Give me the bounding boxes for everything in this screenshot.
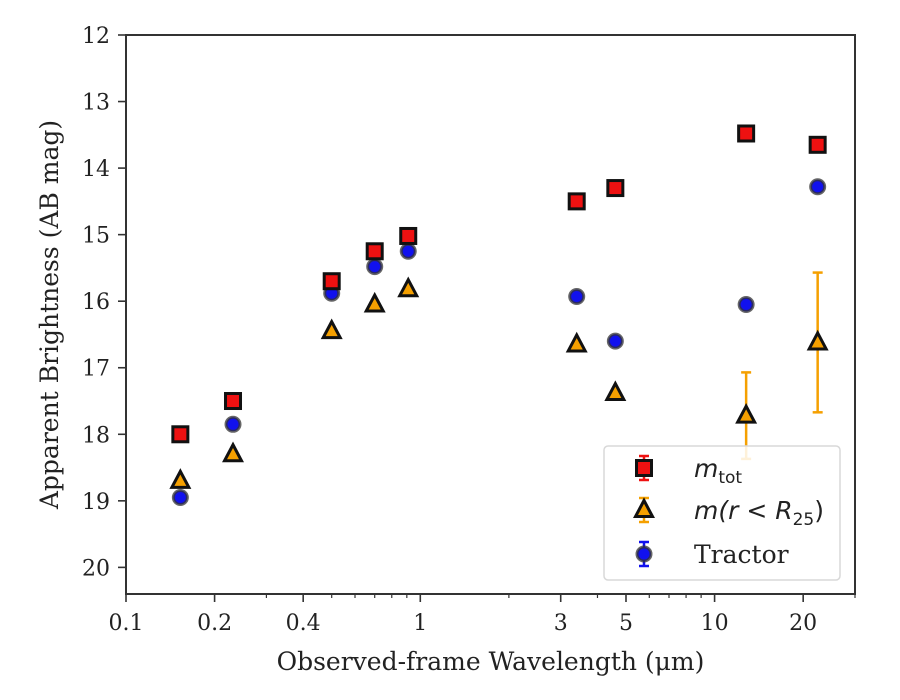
data-point-square [365,242,384,261]
data-point-square [567,192,586,211]
data-point-triangle [363,291,386,313]
legend-marker-triangle [633,497,655,518]
y-tick-label: 20 [82,556,110,581]
legend-entry: m(r < R25) [633,496,824,530]
legend-marker-circle [635,545,653,563]
data-point-square [808,135,827,154]
data-point-square [171,425,190,444]
legend-marker-square [635,459,653,477]
x-axis-ticks: 0.1 0.2 0.4 1 3 5 10 20 [109,594,856,636]
data-point-square [322,272,341,291]
y-tick-label: 15 [82,224,110,249]
data-point-triangle [604,380,627,402]
y-tick-label: 17 [82,357,110,382]
series-triangle [169,271,829,489]
series-square [171,124,827,444]
x-tick-label: 1 [413,611,427,636]
data-point-circle [737,296,755,314]
y-axis-label: Apparent Brightness (AB mag) [35,120,64,510]
data-point-triangle [222,441,245,463]
plot-frame [125,34,856,595]
data-point-square [606,179,625,198]
plot-marks [169,124,829,507]
data-point-triangle [806,329,829,351]
y-tick-label: 19 [82,490,110,515]
x-tick-label: 3 [554,611,568,636]
y-tick-label: 12 [82,24,110,49]
data-point-circle [399,242,417,260]
legend-entry: Tractor [635,540,789,569]
x-tick-label: 0.2 [197,611,232,636]
x-tick-label: 10 [701,611,729,636]
data-point-circle [809,178,827,196]
data-point-square [399,226,418,245]
data-point-triangle [735,402,758,424]
data-point-circle [224,415,242,433]
y-tick-label: 18 [82,423,110,448]
legend-label: mtot [694,454,742,488]
data-point-square [737,124,756,143]
x-tick-label: 0.1 [109,611,144,636]
data-point-triangle [320,318,343,340]
x-tick-label: 20 [789,611,817,636]
x-tick-label: 0.4 [286,611,321,636]
y-axis-ticks: 12 13 14 15 16 17 18 19 20 [82,24,126,581]
x-axis-label: Observed-frame Wavelength (μm) [277,647,705,676]
legend-entry: mtot [635,454,742,488]
x-tick-label: 5 [619,611,633,636]
legend-label: m(r < R25) [694,496,824,530]
data-point-circle [568,288,586,306]
data-point-circle [366,258,384,276]
legend-label: Tractor [694,540,789,569]
data-point-square [224,392,243,411]
legend-box [603,445,841,581]
y-tick-label: 13 [82,91,110,116]
y-tick-label: 16 [82,290,110,315]
data-point-circle [606,332,624,350]
data-point-triangle [565,331,588,353]
legend: mtot m(r < R25) Tractor [603,445,841,581]
data-point-circle [171,489,189,507]
data-point-triangle [397,276,420,298]
data-point-triangle [169,468,192,489]
y-tick-label: 14 [82,157,110,182]
